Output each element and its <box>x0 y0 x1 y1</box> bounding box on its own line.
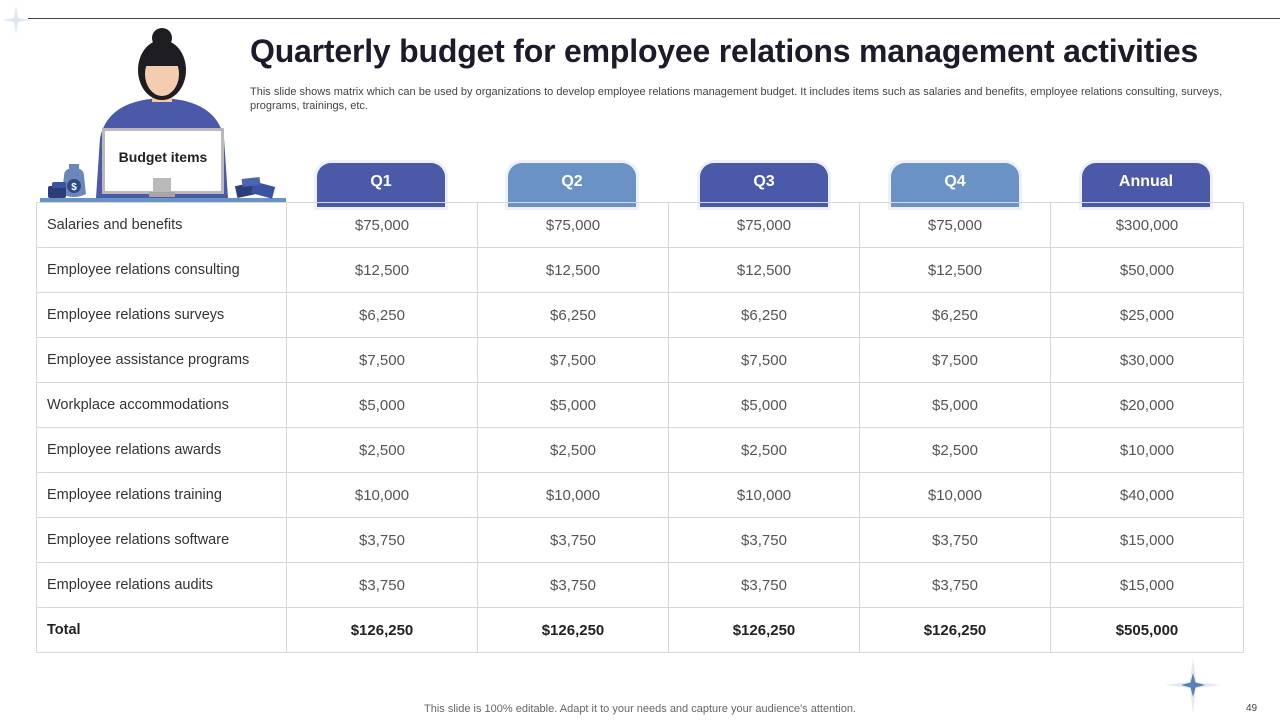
row-label: Employee relations audits <box>36 562 287 608</box>
table-cell: $3,750 <box>668 517 860 563</box>
column-header-q3: Q3 <box>697 161 831 207</box>
table-cell: $3,750 <box>477 562 669 608</box>
table-cell: $2,500 <box>477 427 669 473</box>
table-cell: $15,000 <box>1050 517 1244 563</box>
table-cell: $75,000 <box>477 202 669 248</box>
monitor-label: Budget items <box>118 149 208 165</box>
footer-note: This slide is 100% editable. Adapt it to… <box>424 703 856 715</box>
slide-subtitle: This slide shows matrix which can be use… <box>250 86 1223 112</box>
table-cell: $3,750 <box>286 517 478 563</box>
sparkle-icon <box>2 6 30 34</box>
table-cell: $7,500 <box>286 337 478 383</box>
sparkle-star-icon <box>1165 657 1221 713</box>
table-cell: $5,000 <box>859 382 1051 428</box>
table-cell: $10,000 <box>859 472 1051 518</box>
table-cell: $5,000 <box>286 382 478 428</box>
slide-title: Quarterly budget for employee relations … <box>250 33 1199 69</box>
table-cell: $2,500 <box>286 427 478 473</box>
column-header-q4: Q4 <box>888 161 1022 207</box>
row-label: Employee relations software <box>36 517 287 563</box>
table-row: Employee relations awards $2,500 $2,500 … <box>36 427 1244 473</box>
top-divider-line <box>28 18 1280 19</box>
row-label: Salaries and benefits <box>36 202 287 248</box>
monitor-stand-icon <box>149 178 175 197</box>
table-cell: $7,500 <box>668 337 860 383</box>
page-number: 49 <box>1246 703 1258 714</box>
table-row: Employee relations surveys $6,250 $6,250… <box>36 292 1244 338</box>
column-header-label: Q2 <box>508 163 636 207</box>
table-cell: $25,000 <box>1050 292 1244 338</box>
total-row: Total $126,250 $126,250 $126,250 $126,25… <box>36 607 1244 653</box>
column-header-label: Q3 <box>700 163 828 207</box>
table-cell: $6,250 <box>477 292 669 338</box>
total-cell: $126,250 <box>668 607 860 653</box>
row-label: Employee relations consulting <box>36 247 287 293</box>
row-label: Employee relations awards <box>36 427 287 473</box>
table-cell: $6,250 <box>668 292 860 338</box>
table-row: Employee relations consulting $12,500 $1… <box>36 247 1244 293</box>
table-cell: $50,000 <box>1050 247 1244 293</box>
table-row: Workplace accommodations $5,000 $5,000 $… <box>36 382 1244 428</box>
table-cell: $300,000 <box>1050 202 1244 248</box>
table-cell: $10,000 <box>286 472 478 518</box>
column-header-label: Q4 <box>891 163 1019 207</box>
table-cell: $2,500 <box>668 427 860 473</box>
column-header-annual: Annual <box>1079 161 1213 207</box>
column-header-label: Annual <box>1082 163 1210 207</box>
money-bag-symbol: $ <box>71 182 77 193</box>
column-header-q2: Q2 <box>505 161 639 207</box>
column-header-q1: Q1 <box>314 161 448 207</box>
row-label: Employee relations training <box>36 472 287 518</box>
table-cell: $12,500 <box>859 247 1051 293</box>
table-cell: $10,000 <box>477 472 669 518</box>
table-cell: $7,500 <box>477 337 669 383</box>
table-cell: $12,500 <box>286 247 478 293</box>
table-cell: $15,000 <box>1050 562 1244 608</box>
table-row: Salaries and benefits $75,000 $75,000 $7… <box>36 202 1244 248</box>
table-cell: $3,750 <box>859 562 1051 608</box>
total-cell: $126,250 <box>477 607 669 653</box>
table-cell: $20,000 <box>1050 382 1244 428</box>
total-label: Total <box>36 607 287 653</box>
total-cell: $505,000 <box>1050 607 1244 653</box>
total-cell: $126,250 <box>286 607 478 653</box>
column-header-label: Q1 <box>317 163 445 207</box>
table-cell: $40,000 <box>1050 472 1244 518</box>
row-label: Employee relations surveys <box>36 292 287 338</box>
table-cell: $5,000 <box>668 382 860 428</box>
table-row: Employee relations software $3,750 $3,75… <box>36 517 1244 563</box>
table-cell: $75,000 <box>668 202 860 248</box>
table-cell: $6,250 <box>859 292 1051 338</box>
table-cell: $75,000 <box>859 202 1051 248</box>
table-cell: $7,500 <box>859 337 1051 383</box>
budget-table: Salaries and benefits $75,000 $75,000 $7… <box>36 202 1244 653</box>
table-cell: $10,000 <box>1050 427 1244 473</box>
table-cell: $6,250 <box>286 292 478 338</box>
table-cell: $75,000 <box>286 202 478 248</box>
table-cell: $12,500 <box>477 247 669 293</box>
table-cell: $2,500 <box>859 427 1051 473</box>
table-row: Employee assistance programs $7,500 $7,5… <box>36 337 1244 383</box>
table-row: Employee relations training $10,000 $10,… <box>36 472 1244 518</box>
table-cell: $3,750 <box>859 517 1051 563</box>
table-cell: $12,500 <box>668 247 860 293</box>
table-row: Employee relations audits $3,750 $3,750 … <box>36 562 1244 608</box>
table-cell: $10,000 <box>668 472 860 518</box>
table-cell: $3,750 <box>668 562 860 608</box>
total-cell: $126,250 <box>859 607 1051 653</box>
table-cell: $3,750 <box>286 562 478 608</box>
table-cell: $30,000 <box>1050 337 1244 383</box>
row-label: Workplace accommodations <box>36 382 287 428</box>
row-label: Employee assistance programs <box>36 337 287 383</box>
table-cell: $5,000 <box>477 382 669 428</box>
table-cell: $3,750 <box>477 517 669 563</box>
